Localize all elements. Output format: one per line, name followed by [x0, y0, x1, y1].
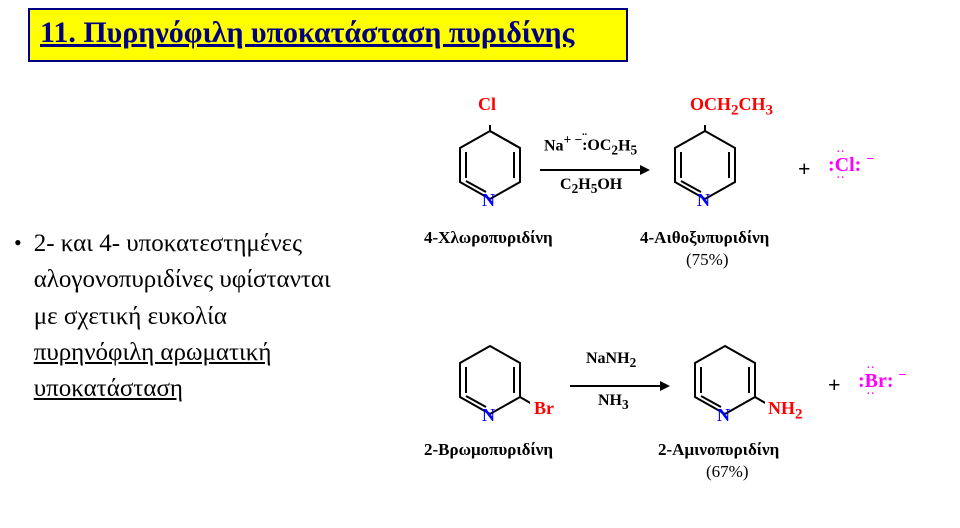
- r1-sub2: OCH2CH3: [690, 94, 773, 120]
- r1-yield: (75%): [686, 250, 728, 270]
- bullet-line-4b: υποκατάσταση: [34, 375, 183, 402]
- r2-cond-top: NaNH2: [586, 350, 636, 371]
- r1-leave: .. :Cl: .. −: [828, 152, 874, 177]
- r1-n1: N: [482, 190, 495, 211]
- r2-name1: 2-Βρωμοπυριδίνη: [424, 440, 553, 460]
- bullet-text: 2- και 4- υποκατεστημένες αλογονοπυριδίν…: [34, 226, 331, 407]
- r1-name1: 4-Χλωροπυριδίνη: [424, 228, 553, 248]
- title-box: 11. Πυρηνόφιλη υποκατάσταση πυριδίνης: [28, 8, 628, 62]
- page-title: 11. Πυρηνόφιλη υποκατάσταση πυριδίνης: [40, 16, 574, 49]
- r2-n2: N: [717, 405, 730, 426]
- bullet-line-2: αλογονοπυριδίνες υφίστανται: [34, 266, 331, 293]
- r1-cond-bot: C2H5OH: [560, 176, 622, 197]
- r2-cond-bot: NH3: [598, 392, 629, 413]
- bullet-block: • 2- και 4- υποκατεστημένες αλογονοπυριδ…: [14, 226, 434, 407]
- r2-name2: 2-Αμινοπυριδίνη: [658, 440, 779, 460]
- r1-n2: N: [697, 190, 710, 211]
- r2-yield: (67%): [706, 462, 748, 482]
- r2-n1: N: [482, 405, 495, 426]
- bullet-dot: •: [14, 226, 22, 259]
- r1-name2: 4-Αιθοξυπυριδίνη: [640, 228, 769, 248]
- r2-plus: +: [828, 372, 841, 398]
- bullet-row: • 2- και 4- υποκατεστημένες αλογονοπυριδ…: [14, 226, 434, 407]
- bullet-line-4a: πυρηνόφιλη αρωματική: [34, 339, 272, 366]
- r2-sub2: NH2: [768, 398, 803, 424]
- reactions-diagram: Cl N Na+ −..:OC2H5 C2H5OH OCH2CH3 N + ..…: [440, 80, 960, 528]
- bullet-line-1: 2- και 4- υποκατεστημένες: [34, 230, 302, 257]
- r1-plus: +: [798, 156, 811, 182]
- r1-sub1: Cl: [478, 94, 496, 115]
- r1-cond-top: Na+ −..:OC2H5: [544, 132, 637, 159]
- r2-sub1: Br: [534, 398, 554, 419]
- bullet-line-3: με σχετική ευκολία: [34, 303, 227, 330]
- r2-leave: .. :Br: .. −: [858, 368, 907, 393]
